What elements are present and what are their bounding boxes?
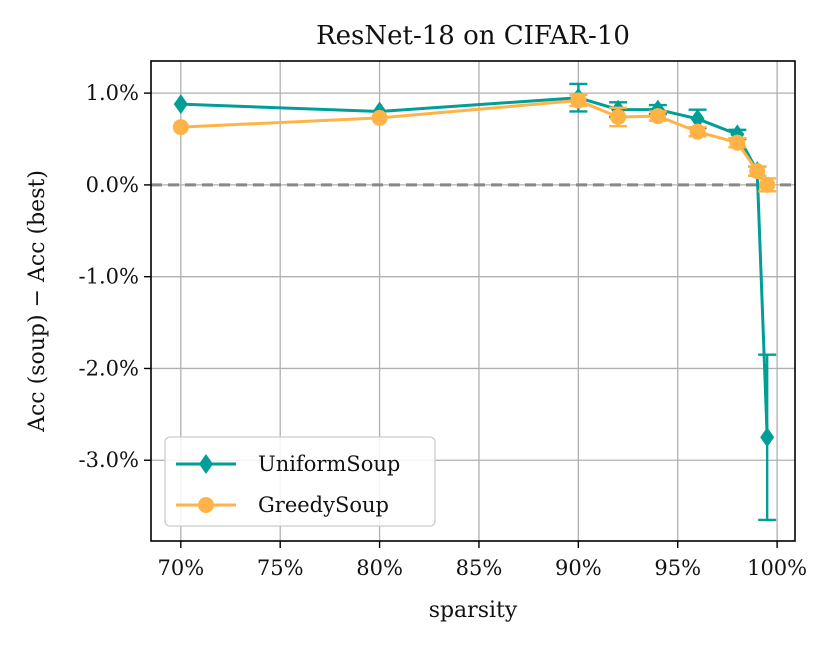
uniformsoup-point <box>760 427 775 448</box>
x-tick-label: 95% <box>654 556 701 580</box>
y-tick-label: -3.0% <box>79 448 139 472</box>
y-axis: 1.0% 0.0% -1.0% -2.0% -3.0% <box>79 81 151 472</box>
legend: UniformSoup GreedySoup <box>164 436 436 527</box>
greedysoup-point <box>729 134 746 151</box>
uniformsoup-line <box>180 96 769 438</box>
chart-title: ResNet-18 on CIFAR-10 <box>316 21 630 51</box>
y-tick-label: -2.0% <box>79 356 139 380</box>
legend-entries: UniformSoup GreedySoup <box>176 452 400 517</box>
greedysoup-point <box>371 109 388 126</box>
greedysoup-legend-label: GreedySoup <box>258 493 389 517</box>
x-tick-label: 100% <box>747 556 807 580</box>
greedysoup-legend-marker <box>198 497 214 513</box>
y-tick-label: 0.0% <box>86 173 139 197</box>
uniformsoup-legend-label: UniformSoup <box>258 452 400 476</box>
x-axis-label: sparsity <box>429 598 518 623</box>
greedysoup-point <box>649 108 666 125</box>
y-tick-label: 1.0% <box>86 81 139 105</box>
greedysoup-point <box>689 123 706 140</box>
y-axis-label: Acc (soup) − Acc (best) <box>25 170 50 433</box>
greedysoup-point <box>610 108 627 125</box>
y-tick-label: -1.0% <box>79 265 139 289</box>
greedysoup-point <box>759 176 776 193</box>
greedysoup-point <box>172 119 189 136</box>
greedysoup-point <box>570 92 587 109</box>
x-tick-label: 75% <box>257 556 304 580</box>
uniformsoup-legend-marker <box>199 454 213 474</box>
series-GreedySoup <box>172 92 777 193</box>
x-tick-label: 70% <box>157 556 204 580</box>
uniformsoup-point <box>690 108 705 129</box>
x-tick-label: 85% <box>456 556 503 580</box>
x-tick-label: 90% <box>555 556 602 580</box>
uniformsoup-point <box>173 94 188 115</box>
greedysoup-point <box>749 163 766 180</box>
x-axis: 70% 75% 80% 85% 90% 95% 100% <box>157 541 807 580</box>
plot-frame <box>150 60 796 542</box>
series-layer <box>172 82 777 522</box>
x-tick-label: 80% <box>356 556 403 580</box>
